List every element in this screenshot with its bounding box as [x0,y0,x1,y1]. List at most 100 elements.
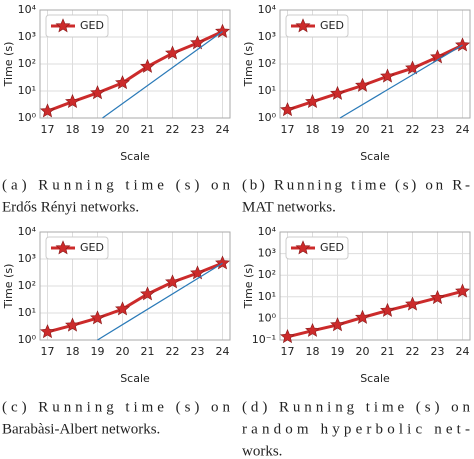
y-tick-label: 10⁰ [258,111,277,124]
legend-label: GED [320,19,344,32]
x-tick-label: 19 [91,123,105,136]
x-tick-label: 17 [41,123,55,136]
x-tick-label: 19 [331,123,345,136]
caption: Erdős Rényi networks. [2,199,139,215]
data-point [380,302,395,317]
x-tick-label: 22 [166,345,180,358]
y-axis-label: Time (s) [2,42,15,88]
x-tick-label: 21 [141,345,155,358]
legend [45,236,109,260]
caption: works. [242,443,282,459]
data-point [455,283,470,298]
y-tick-label: 10² [18,279,36,292]
data-point [355,77,370,92]
data-point [115,301,130,316]
legend-marker [55,18,71,33]
data-point [430,290,445,305]
plot-border [39,231,231,341]
y-tick-label: 10³ [258,247,276,260]
x-tick-label: 21 [141,123,155,136]
legend-marker [295,240,311,255]
x-tick-label: 20 [356,123,370,136]
x-tick-label: 20 [356,345,370,358]
data-point [190,35,205,50]
reference-line [102,31,223,119]
y-tick-label: 10¹ [258,84,276,97]
data-point [115,75,130,90]
x-tick-label: 22 [406,123,420,136]
y-tick-label: 10⁴ [258,3,277,16]
y-tick-label: 10⁰ [258,311,277,324]
x-axis-label: Scale [360,150,390,163]
x-tick-label: 24 [456,345,470,358]
x-axis-label: Scale [120,372,150,385]
data-point [40,324,55,339]
x-tick-label: 23 [191,123,205,136]
y-tick-label: 10¹ [18,84,36,97]
legend-marker [295,18,311,33]
y-tick-label: 10² [18,57,36,70]
caption: MAT networks. [242,199,336,215]
data-point [165,274,180,289]
data-point [165,45,180,60]
y-axis-label: Time (s) [242,264,255,310]
reference-line [339,44,463,119]
data-point [215,255,230,270]
x-tick-label: 23 [191,345,205,358]
x-tick-label: 19 [91,345,105,358]
legend [45,14,109,38]
legend [285,14,349,38]
caption: random hyperbolic net- [242,421,470,437]
y-tick-label: 10⁰ [18,333,37,346]
x-tick-label: 24 [216,123,230,136]
data-point [305,93,320,109]
y-tick-label: 10² [258,57,276,70]
data-point [280,329,295,344]
x-axis-label: Scale [360,372,390,385]
legend-label: GED [80,19,104,32]
plot-border [279,9,471,119]
data-point [380,68,395,83]
x-tick-label: 19 [331,345,345,358]
x-tick-label: 17 [281,123,295,136]
y-tick-label: 10⁴ [18,3,37,16]
x-tick-label: 23 [431,123,445,136]
x-tick-label: 17 [281,345,295,358]
y-axis-label: Time (s) [2,264,15,310]
data-point [330,317,345,332]
legend-label: GED [80,241,104,254]
x-tick-label: 17 [41,345,55,358]
caption: (d) Running time (s) on [242,399,471,415]
x-tick-label: 18 [306,123,320,136]
data-point [40,103,55,118]
y-tick-label: 10⁴ [18,225,37,238]
caption: (c) Running time (s) on [2,399,231,415]
y-tick-label: 10⁴ [258,225,277,238]
x-tick-label: 21 [381,345,395,358]
data-point [330,85,345,100]
x-tick-label: 22 [406,345,420,358]
data-point [140,286,155,301]
x-tick-label: 20 [116,345,130,358]
plot-border [279,231,471,341]
data-point [355,309,370,324]
data-point [65,93,80,109]
reference-line [97,262,223,341]
legend-marker [55,240,71,255]
y-tick-label: 10⁻¹ [252,333,276,346]
x-tick-label: 21 [381,123,395,136]
data-point [65,317,80,332]
x-tick-label: 18 [66,123,80,136]
x-tick-label: 18 [66,345,80,358]
caption: Barabàsi-Albert networks. [2,421,160,437]
data-point [90,310,105,325]
x-tick-label: 24 [216,345,230,358]
plot-border [39,9,231,119]
data-point [190,265,205,280]
data-point [405,296,420,311]
y-tick-label: 10³ [18,30,36,43]
x-tick-label: 22 [166,123,180,136]
y-tick-label: 10¹ [258,290,276,303]
data-point [140,58,155,73]
